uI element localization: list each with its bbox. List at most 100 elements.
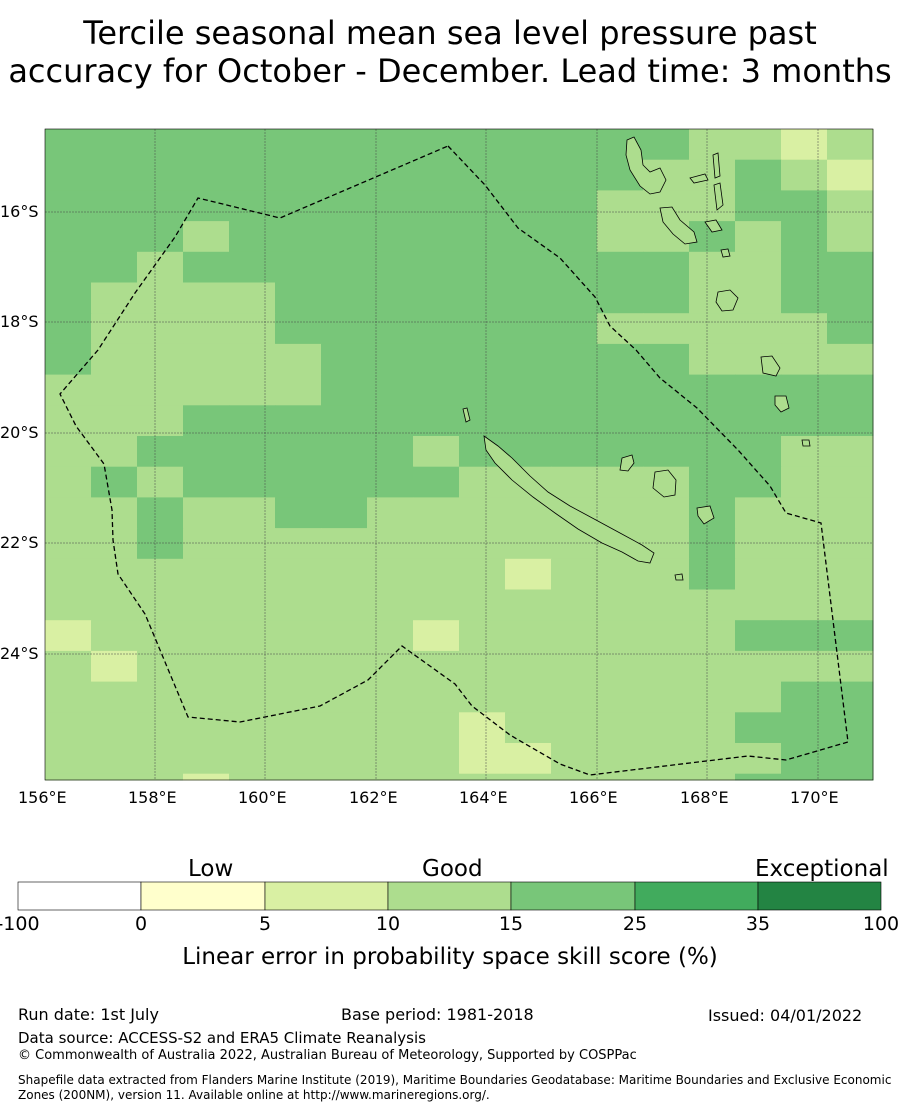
- grid-cell: [413, 374, 460, 406]
- grid-cell: [505, 282, 552, 314]
- grid-cell: [275, 159, 322, 191]
- grid-cell: [689, 343, 736, 376]
- vanuatu-erromango: [760, 355, 781, 377]
- grid-cell: [137, 159, 184, 191]
- grid-cell: [689, 466, 736, 498]
- grid-cell: [321, 773, 368, 781]
- issued-date: Issued: 04/01/2022: [708, 1006, 863, 1025]
- grid-cell: [367, 436, 414, 468]
- grid-cell: [91, 405, 138, 437]
- grid-cell: [229, 528, 276, 560]
- colorbar-tick-label: -100: [0, 913, 40, 935]
- grid-cell: [735, 681, 782, 713]
- grid-cell: [321, 129, 368, 161]
- vanuatu-epi: [704, 219, 723, 233]
- grid-cell: [137, 497, 184, 529]
- grid-cell: [45, 497, 92, 529]
- grid-cell: [229, 620, 276, 652]
- grid-cell: [367, 773, 414, 781]
- grid-cell: [643, 620, 690, 652]
- loyalty-island-2: [652, 469, 677, 498]
- base-period: Base period: 1981-2018: [341, 1005, 534, 1024]
- grid-cell: [275, 405, 322, 437]
- grid-cell: [45, 620, 92, 652]
- grid-cell: [91, 558, 138, 590]
- title-line-1: Tercile seasonal mean sea level pressure…: [83, 14, 817, 52]
- grid-cell: [321, 436, 368, 468]
- grid-cell: [183, 466, 230, 498]
- grid-cell: [505, 773, 552, 781]
- grid-cell: [91, 620, 138, 652]
- grid-cell: [505, 589, 552, 621]
- grid-cell: [735, 190, 782, 222]
- grid-cell: [459, 589, 506, 621]
- grid-cell: [183, 743, 230, 775]
- grid-cell: [321, 466, 368, 498]
- grid-cell: [183, 343, 230, 376]
- grid-cell: [137, 282, 184, 314]
- grid-cell: [827, 374, 874, 406]
- grid-cell: [827, 712, 874, 744]
- grid-cell: [735, 374, 782, 406]
- grid-cell: [689, 405, 736, 437]
- grid-cell: [459, 129, 506, 161]
- grid-cell: [137, 558, 184, 590]
- vanuatu-shepherd: [720, 248, 731, 258]
- grid-cell: [91, 282, 138, 314]
- grid-cell: [781, 343, 828, 376]
- grid-cell: [137, 221, 184, 253]
- grid-cell: [91, 374, 138, 406]
- grid-cell: [183, 589, 230, 621]
- colorbar-swatch: [140, 881, 266, 911]
- grid-cell: [275, 497, 322, 529]
- grid-cell: [735, 436, 782, 468]
- grid-cell: [45, 313, 92, 345]
- grid-cell: [505, 129, 552, 161]
- grid-cell: [689, 620, 736, 652]
- grid-cell: [643, 589, 690, 621]
- grid-cell: [275, 374, 322, 406]
- grid-cell: [781, 743, 828, 775]
- vanuatu-espiritu-santo: [625, 136, 667, 195]
- grid-cell: [137, 528, 184, 560]
- grid-cell: [827, 558, 874, 590]
- grid-cell: [827, 129, 874, 161]
- grid-cell: [45, 773, 92, 781]
- grid-cell: [597, 466, 644, 498]
- lat-tick-label: 18°S: [0, 312, 39, 331]
- grid-cell: [183, 650, 230, 683]
- grid-cell: [597, 497, 644, 529]
- grid-cell: [229, 374, 276, 406]
- grid-cell: [229, 282, 276, 314]
- grid-cell: [413, 129, 460, 161]
- grid-cell: [459, 313, 506, 345]
- legend-exceptional-label: Exceptional: [755, 856, 889, 882]
- grid-cell: [413, 436, 460, 468]
- grid-cell: [229, 221, 276, 253]
- grid-cell: [597, 743, 644, 775]
- grid-cell: [229, 466, 276, 498]
- grid-cell: [137, 405, 184, 437]
- grid-cell: [45, 650, 92, 683]
- lon-tick-label: 164°E: [459, 788, 508, 807]
- grid-cell: [321, 743, 368, 775]
- grid-cell: [229, 190, 276, 222]
- grid-cell: [45, 712, 92, 744]
- grid-cell: [229, 497, 276, 529]
- grid-cell: [275, 282, 322, 314]
- grid-cell: [597, 773, 644, 781]
- grid-cell: [45, 558, 92, 590]
- grid-cell: [137, 620, 184, 652]
- grid-cell: [229, 681, 276, 713]
- grid-cell: [781, 589, 828, 621]
- grid-cell: [827, 405, 874, 437]
- grid-cell: [505, 251, 552, 283]
- grid-cell: [459, 620, 506, 652]
- grid-cell: [689, 650, 736, 683]
- grid-cell: [413, 773, 460, 781]
- grid-cell: [183, 221, 230, 253]
- lat-tick-label: 24°S: [0, 644, 39, 663]
- grid-cell: [229, 650, 276, 683]
- grid-cell: [459, 221, 506, 253]
- grid-cell: [781, 712, 828, 744]
